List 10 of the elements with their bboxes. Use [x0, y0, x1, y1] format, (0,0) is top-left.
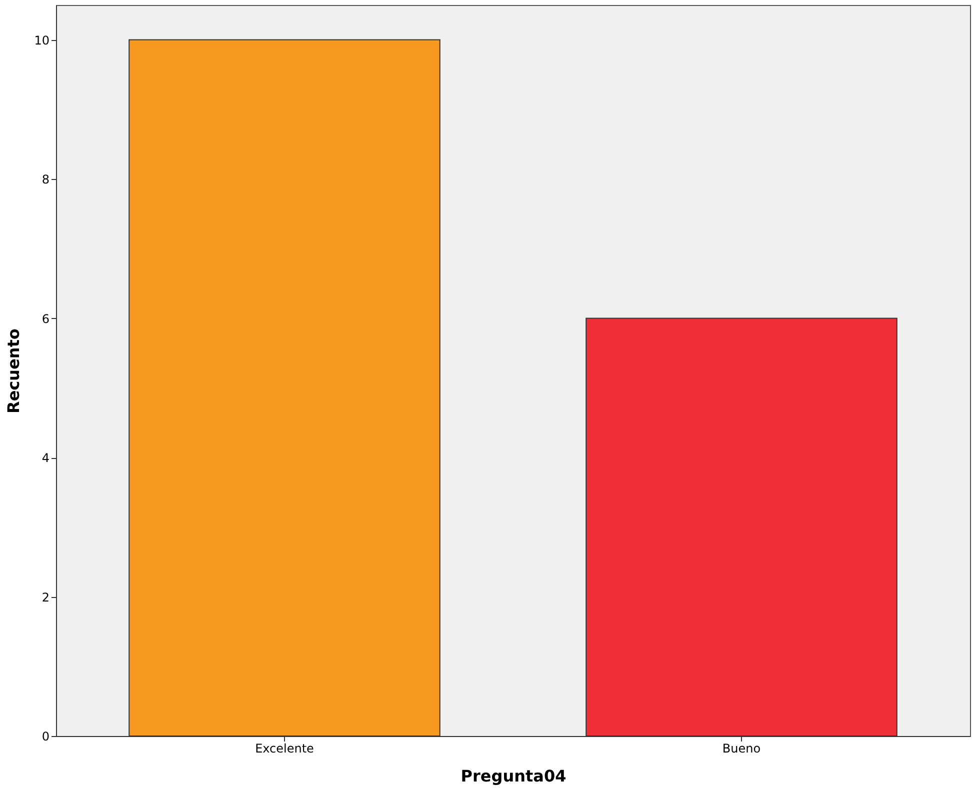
y-tick-label: 2	[42, 590, 50, 604]
x-tick-label: Bueno	[722, 742, 761, 756]
y-tick-label: 4	[42, 451, 50, 466]
x-tick-label: Excelente	[255, 742, 314, 756]
y-tick-label: 0	[42, 730, 50, 744]
y-tick-label: 8	[42, 172, 50, 187]
y-axis-title: Recuento	[4, 328, 24, 414]
x-axis-title: Pregunta04	[460, 766, 566, 786]
y-tick-label: 6	[42, 312, 50, 326]
y-tick-label: 10	[34, 33, 50, 48]
